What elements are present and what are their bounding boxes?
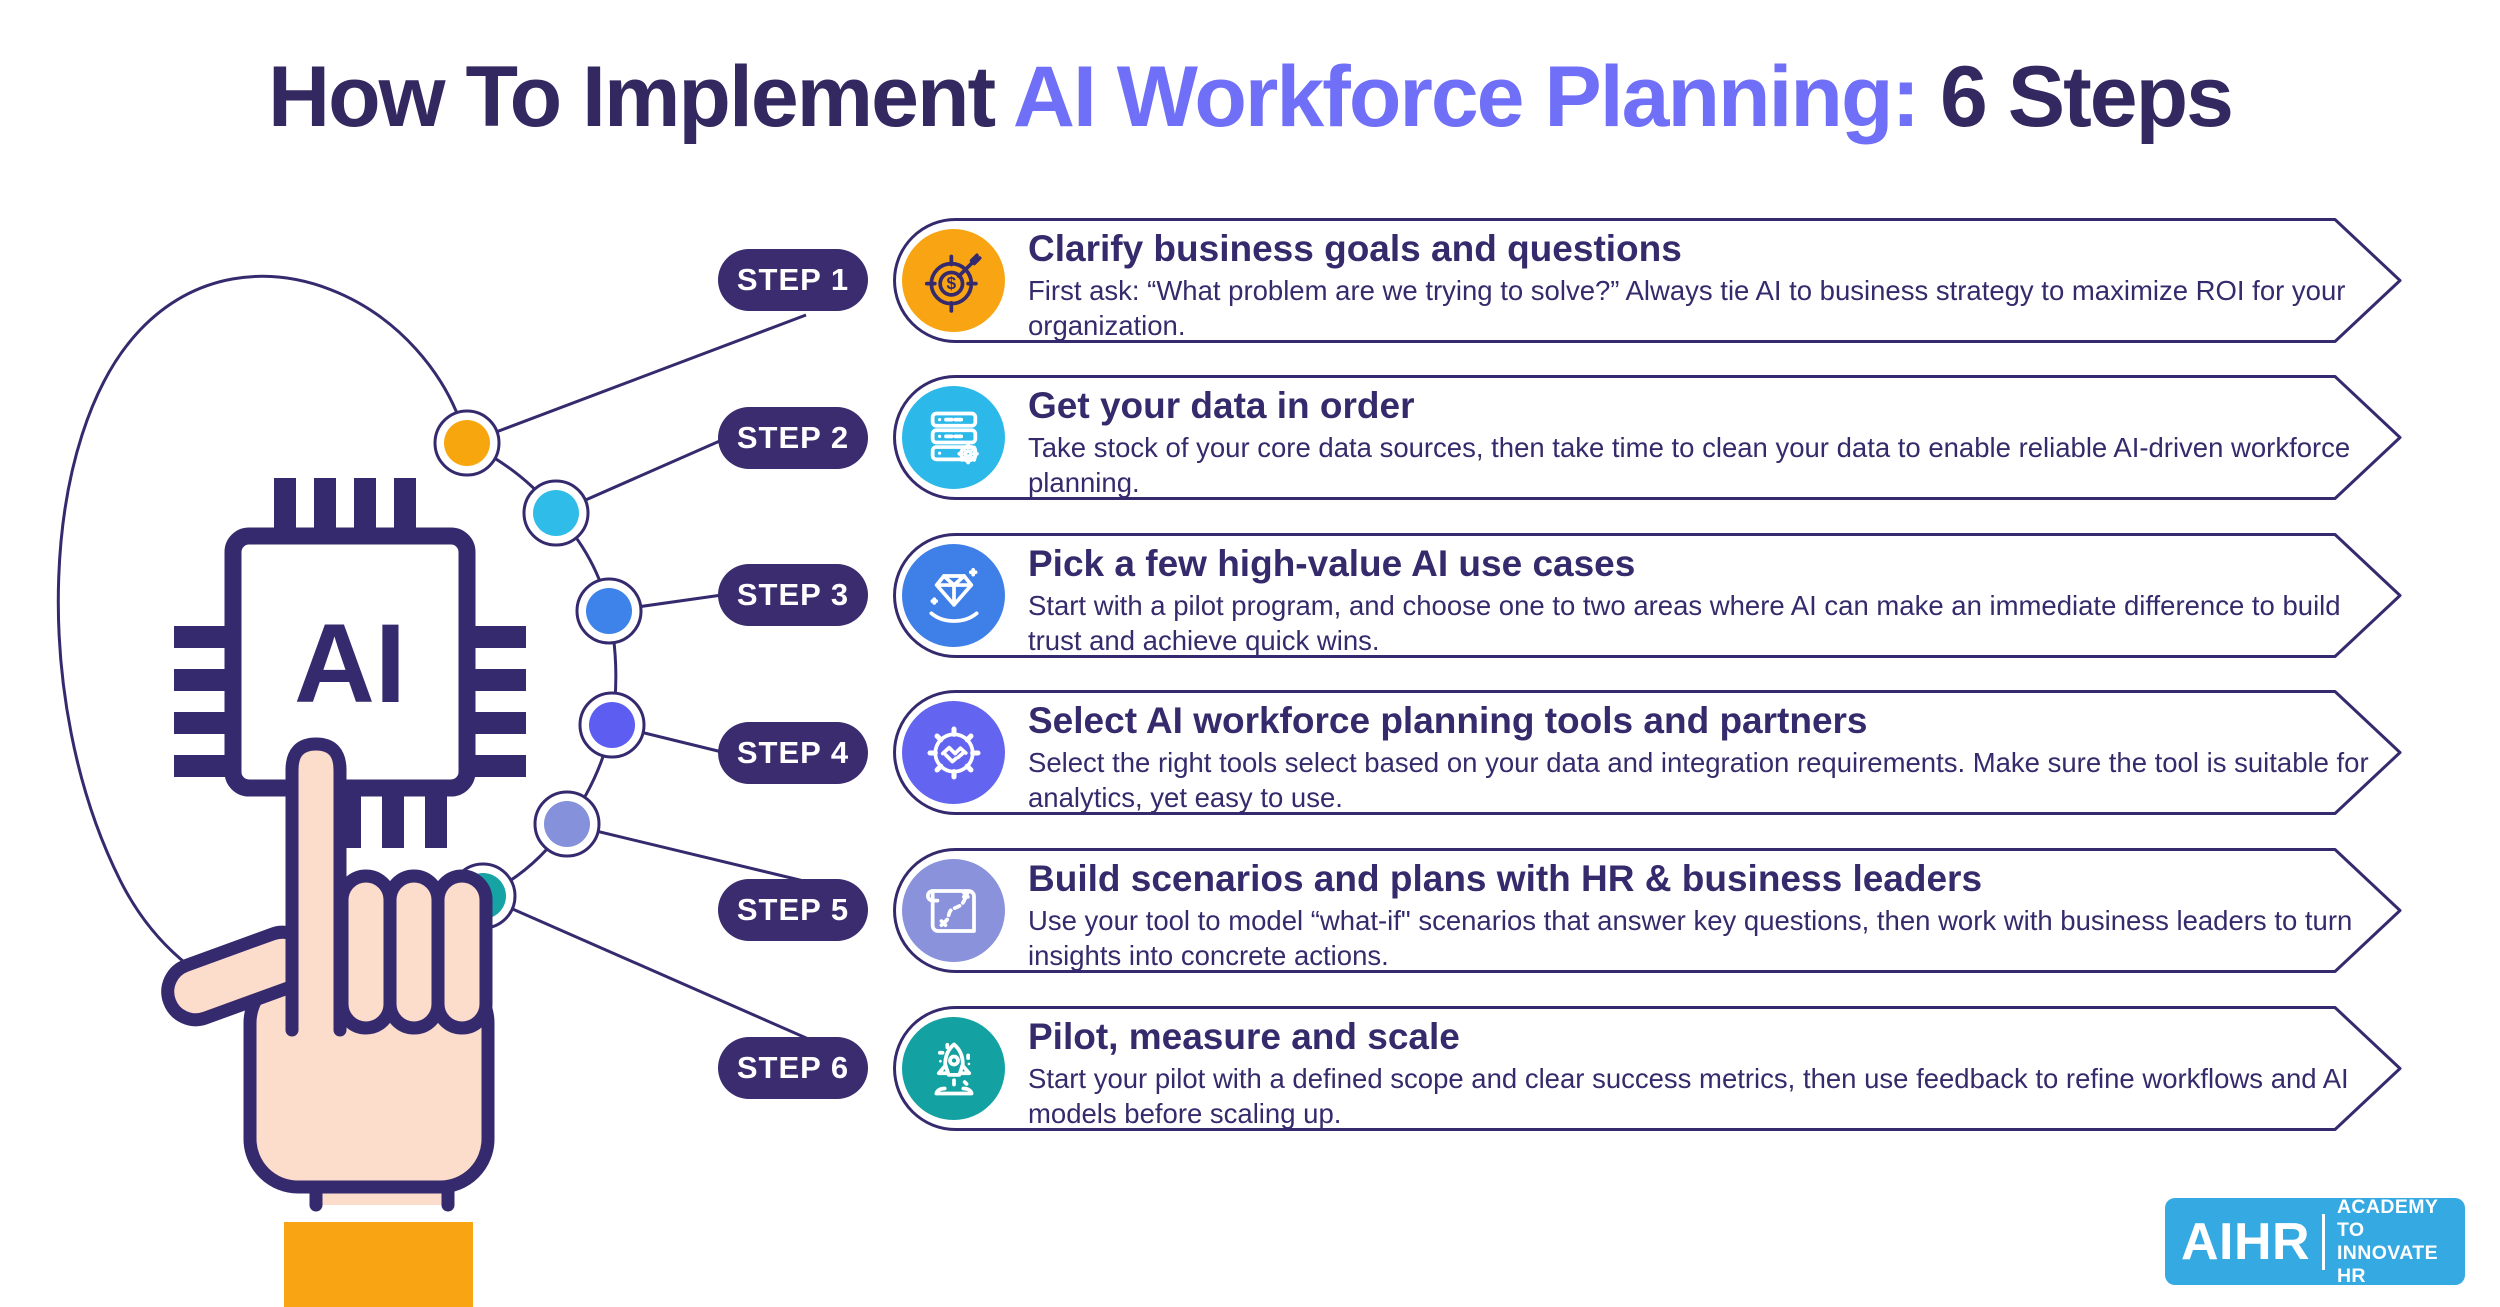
logo-tagline-line1: ACADEMY TO bbox=[2336, 1195, 2438, 1241]
gear-handshake-icon bbox=[926, 725, 981, 780]
step-1-dot bbox=[444, 420, 490, 466]
step-description: Start your pilot with a defined scope an… bbox=[1028, 1062, 2349, 1129]
step-heading: Clarify business goals and questions bbox=[1028, 228, 1682, 269]
step-heading: Get your data in order bbox=[1028, 385, 1415, 426]
step-icon-badge bbox=[902, 1017, 1005, 1120]
step-description: Select the right tools select based on y… bbox=[1028, 746, 2369, 813]
step-icon-badge bbox=[902, 386, 1005, 489]
title-prefix: How To Implement bbox=[268, 49, 1013, 145]
step-2-dot bbox=[533, 490, 579, 536]
step-card-1: $ Clarify business goals and questions F… bbox=[893, 218, 2408, 343]
logo-divider bbox=[2322, 1213, 2325, 1270]
step-badge-pill-5: STEP 5 bbox=[718, 879, 868, 941]
card-outline bbox=[893, 533, 2402, 658]
ai-chip-icon: AI bbox=[174, 478, 526, 848]
chip-label: AI bbox=[294, 601, 406, 726]
card-outline bbox=[893, 375, 2402, 500]
step-heading: Build scenarios and plans with HR & busi… bbox=[1028, 858, 1983, 899]
step-description: Start with a pilot program, and choose o… bbox=[1028, 589, 2341, 656]
step-heading: Pilot, measure and scale bbox=[1028, 1016, 1460, 1057]
step-card-2: Get your data in order Take stock of you… bbox=[893, 375, 2408, 500]
rocket-icon bbox=[934, 1042, 973, 1095]
step-badge-pill-3: STEP 3 bbox=[718, 564, 868, 626]
card-outline bbox=[893, 1006, 2402, 1131]
step-4-dot bbox=[589, 702, 635, 748]
connector-step-5 bbox=[566, 822, 813, 885]
step-badge-pill-2: STEP 2 bbox=[718, 407, 868, 469]
ai-chip-hand-illustration: AI bbox=[56, 275, 814, 1307]
card-outline bbox=[893, 690, 2402, 815]
step-badge-pill-1: STEP 1 bbox=[718, 249, 868, 311]
step-card-3: Pick a few high-value AI use cases Start… bbox=[893, 533, 2408, 658]
title-suffix: 6 Steps bbox=[1918, 49, 2234, 145]
step-description: Take stock of your core data sources, th… bbox=[1028, 431, 2351, 498]
step-description: Use your tool to model “what-if" scenari… bbox=[1028, 904, 2353, 971]
card-outline bbox=[893, 218, 2402, 343]
logo-tagline: ACADEMY TO INNOVATE HR bbox=[2337, 1196, 2465, 1288]
step-icon-badge bbox=[902, 544, 1005, 647]
step-5-dot bbox=[544, 801, 590, 847]
connector-lines bbox=[466, 313, 814, 1043]
step-card-5: Build scenarios and plans with HR & busi… bbox=[893, 848, 2408, 973]
pointing-hand bbox=[161, 737, 495, 1212]
step-badge-pill-4: STEP 4 bbox=[718, 722, 868, 784]
page-title: How To Implement AI Workforce Planning: … bbox=[0, 48, 2500, 147]
step-icon-badge bbox=[902, 859, 1005, 962]
step-heading: Pick a few high-value AI use cases bbox=[1028, 543, 1636, 584]
logo-tagline-line2: INNOVATE HR bbox=[2336, 1241, 2438, 1287]
blueprint-map-icon bbox=[925, 888, 976, 933]
step-badge-pill-6: STEP 6 bbox=[718, 1037, 868, 1099]
step-3-dot bbox=[586, 588, 632, 634]
card-outline bbox=[893, 848, 2402, 973]
step-icon-badge bbox=[902, 701, 1005, 804]
step-card-6: Pilot, measure and scale Start your pilo… bbox=[893, 1006, 2408, 1131]
aihr-logo: AIHR ACADEMY TO INNOVATE HR bbox=[2165, 1196, 2465, 1288]
step-description: First ask: “What problem are we trying t… bbox=[1028, 274, 2346, 341]
connector-step-6 bbox=[482, 894, 814, 1043]
step-heading: Select AI workforce planning tools and p… bbox=[1028, 700, 1868, 741]
title-highlight: AI Workforce Planning: bbox=[1012, 49, 1920, 145]
svg-text:$: $ bbox=[946, 273, 956, 293]
target-dollar-icon: $ bbox=[924, 253, 981, 313]
server-gear-icon bbox=[930, 411, 979, 464]
sleeve-rectangle bbox=[284, 1222, 473, 1307]
step-icon-badge: $ bbox=[902, 229, 1005, 332]
diamond-hands-icon bbox=[928, 567, 979, 623]
logo-wordmark: AIHR bbox=[2181, 1212, 2311, 1271]
connector-step-1 bbox=[466, 313, 807, 445]
step-card-4: Select AI workforce planning tools and p… bbox=[893, 690, 2408, 815]
